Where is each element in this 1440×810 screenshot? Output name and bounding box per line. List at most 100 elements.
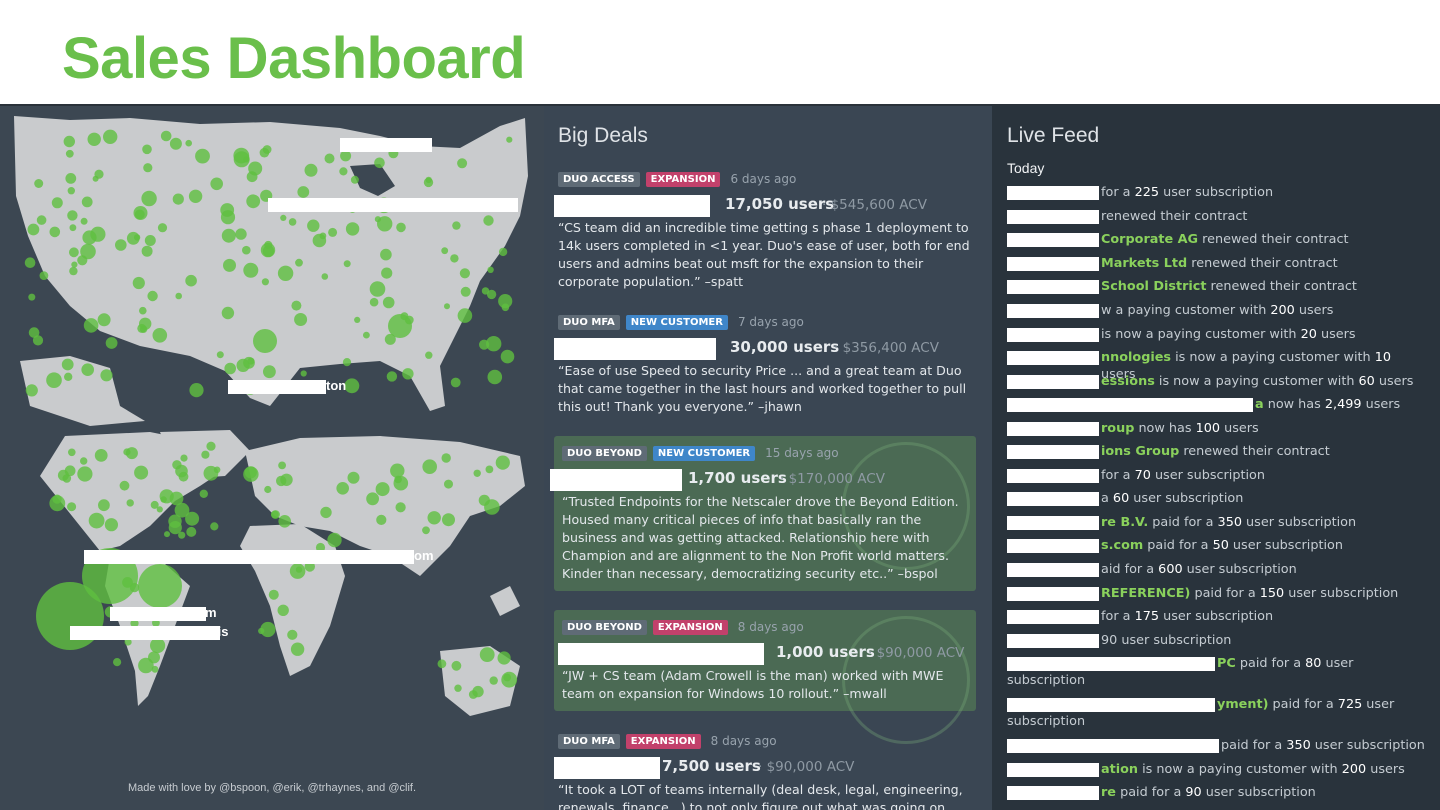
deal-card-highlighted[interactable]: DUO BEYOND EXPANSION 8 days ago 1,000 us… <box>554 610 976 744</box>
feed-item[interactable]: renewed their contract <box>1007 208 1427 225</box>
feed-item[interactable]: for a 225 user subscription <box>1007 184 1427 201</box>
feed-item[interactable]: REFERENCE) paid for a 150 user subscript… <box>1007 585 1427 602</box>
feed-item[interactable]: 90 user subscription <box>1007 632 1427 649</box>
feed-item[interactable]: paid for a 350 user subscription <box>1007 737 1427 754</box>
customer-dot <box>61 358 74 371</box>
feed-item[interactable]: for a 175 user subscription <box>1007 608 1427 625</box>
customer-dot <box>386 371 398 382</box>
map-city-label: m <box>205 605 217 620</box>
product-tag: DUO BEYOND <box>562 619 647 635</box>
feed-item[interactable]: re B.V. paid for a 350 user subscription <box>1007 514 1427 531</box>
feed-item[interactable]: re paid for a 90 user subscription <box>1007 784 1427 801</box>
customer-dot <box>246 194 261 209</box>
customer-dot <box>380 248 392 261</box>
customer-dot <box>422 526 430 535</box>
customer-dot <box>243 466 259 482</box>
feed-item[interactable]: Corporate AG renewed their contract <box>1007 231 1427 248</box>
customer-dot <box>90 226 106 242</box>
feed-item[interactable]: ions Group renewed their contract <box>1007 443 1427 460</box>
customer-dot <box>77 255 88 266</box>
customer-dot <box>315 542 326 553</box>
feed-item[interactable]: PC paid for a 80 user subscription <box>1007 655 1407 689</box>
feed-item[interactable]: a 60 user subscription <box>1007 490 1427 507</box>
customer-dots <box>24 129 518 699</box>
customer-dot <box>220 210 236 225</box>
customer-dot <box>384 333 396 345</box>
customer-cluster <box>138 564 182 608</box>
feed-text: renewed their contract <box>1206 279 1357 294</box>
customer-dot <box>261 278 269 286</box>
redacted-label <box>228 380 326 394</box>
customer-dot <box>483 215 494 226</box>
feed-count: 50 <box>1212 538 1229 553</box>
product-tag: DUO MFA <box>558 314 620 330</box>
feed-count: 60 <box>1112 491 1130 506</box>
deal-type-tag: NEW CUSTOMER <box>625 314 728 330</box>
customer-dot <box>67 210 78 221</box>
feed-text: paid for a <box>1148 515 1218 530</box>
feed-item[interactable]: a now has 2,499 users <box>1007 396 1427 413</box>
customer-dot <box>390 463 405 478</box>
feed-item[interactable]: nnologies is now a paying customer with … <box>1007 349 1427 383</box>
deal-type-tag: NEW CUSTOMER <box>652 445 756 461</box>
redacted-label <box>84 550 414 564</box>
customer-dot <box>460 286 471 297</box>
map-city-label: om <box>414 548 434 563</box>
feed-item[interactable]: aid for a 600 user subscription <box>1007 561 1427 578</box>
feed-text: paid for a <box>1143 538 1213 553</box>
feed-item[interactable]: yment) paid for a 725 user subscription <box>1007 696 1407 730</box>
feed-item[interactable]: for a 70 user subscription <box>1007 467 1427 484</box>
deal-card[interactable]: DUO ACCESS EXPANSION 6 days ago 17,050 u… <box>554 166 976 297</box>
customer-dot <box>144 235 156 246</box>
feed-customer-name: yment) <box>1217 697 1269 712</box>
customer-dot <box>39 271 49 280</box>
customer-dot <box>336 482 350 495</box>
feed-item[interactable]: roup now has 100 users <box>1007 420 1427 437</box>
feed-text: user subscription <box>1150 468 1265 483</box>
customer-dot <box>444 303 450 310</box>
customer-dot <box>454 684 462 692</box>
customer-cluster <box>388 314 412 338</box>
feed-item[interactable]: is now a paying customer with 20 users <box>1007 326 1427 343</box>
feed-item[interactable]: essions is now a paying customer with 60… <box>1007 373 1427 390</box>
feed-text: now has <box>1263 397 1325 412</box>
customer-dot <box>221 228 236 243</box>
live-feed-panel: Live Feed Today for a 225 user subscript… <box>992 106 1440 810</box>
customer-dot <box>354 316 361 323</box>
feed-count: 175 <box>1134 609 1160 624</box>
feed-text: w a paying customer with <box>1101 303 1271 318</box>
customer-dot <box>71 261 78 268</box>
customer-dot <box>134 465 149 480</box>
deal-users: 7,500 users <box>662 757 761 775</box>
deal-card[interactable]: DUO MFA NEW CUSTOMER 7 days ago 30,000 u… <box>554 309 976 422</box>
customer-dot <box>87 132 101 146</box>
customer-dot <box>185 139 192 147</box>
feed-item[interactable]: s.com paid for a 50 user subscription <box>1007 537 1427 554</box>
deal-card[interactable]: DUO MFA EXPANSION 8 days ago 7,500 users… <box>554 728 976 810</box>
feed-customer-name: PC <box>1217 656 1236 671</box>
customer-dot <box>278 515 292 528</box>
customer-dot <box>97 313 111 327</box>
feed-text: 90 user subscription <box>1101 633 1232 648</box>
redacted-customer-name <box>1007 351 1099 365</box>
feed-customer-name: ation <box>1101 762 1139 777</box>
feed-item[interactable]: Markets Ltd renewed their contract <box>1007 255 1427 272</box>
customer-dot <box>77 466 93 482</box>
redacted-label <box>110 607 206 621</box>
deal-acv: · $545,600 ACV <box>822 197 927 213</box>
customer-dot <box>189 383 204 398</box>
customer-dot <box>278 461 286 470</box>
customer-dot <box>425 351 433 359</box>
customer-dot <box>178 531 186 539</box>
redacted-customer-name <box>1007 469 1099 483</box>
feed-item[interactable]: School District renewed their contract <box>1007 278 1427 295</box>
feed-item[interactable]: ation is now a paying customer with 200 … <box>1007 761 1427 778</box>
deal-card-highlighted[interactable]: DUO BEYOND NEW CUSTOMER 15 days ago 1,70… <box>550 436 976 591</box>
customer-dot <box>427 511 441 525</box>
customer-dot <box>497 651 511 665</box>
customer-dot <box>339 167 348 176</box>
live-feed-heading: Live Feed <box>1007 124 1100 147</box>
feed-count: 225 <box>1134 185 1160 200</box>
feed-text: for a <box>1101 468 1135 483</box>
feed-item[interactable]: w a paying customer with 200 users <box>1007 302 1427 319</box>
